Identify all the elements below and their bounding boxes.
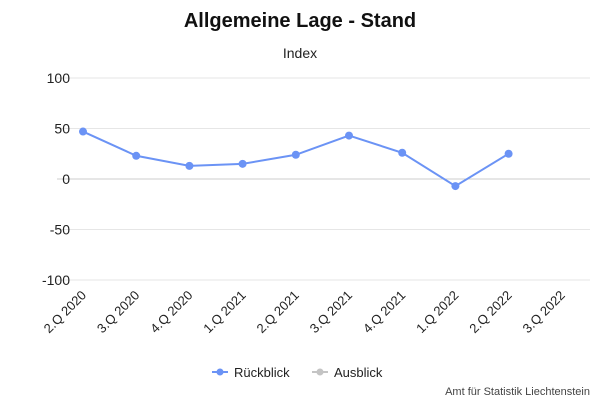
legend-marker-ausblick bbox=[316, 368, 324, 376]
x-tick-label: 3.Q 2022 bbox=[519, 288, 567, 336]
data-point[interactable] bbox=[185, 161, 194, 170]
y-axis-ticks: 100 50 0 -50 -100 bbox=[42, 70, 70, 288]
legend-label-rueckblick: Rückblick bbox=[234, 365, 290, 380]
data-point[interactable] bbox=[291, 150, 300, 159]
y-tick-label: -100 bbox=[42, 272, 70, 288]
grid-lines bbox=[57, 77, 590, 281]
data-point[interactable] bbox=[451, 182, 460, 191]
legend-label-ausblick: Ausblick bbox=[334, 365, 383, 380]
data-point[interactable] bbox=[79, 127, 87, 136]
x-tick-label: 4.Q 2020 bbox=[147, 288, 195, 336]
legend: Rückblick Ausblick bbox=[212, 365, 383, 380]
data-point[interactable] bbox=[132, 151, 141, 160]
x-tick-label: 3.Q 2020 bbox=[94, 288, 142, 336]
y-tick-label: 50 bbox=[54, 121, 70, 137]
y-tick-label: 100 bbox=[47, 70, 71, 86]
legend-item-ausblick[interactable]: Ausblick bbox=[312, 365, 383, 380]
chart-title: Allgemeine Lage - Stand bbox=[184, 10, 416, 32]
data-point[interactable] bbox=[238, 159, 247, 168]
legend-item-rueckblick[interactable]: Rückblick bbox=[212, 365, 290, 380]
x-axis-ticks: 2.Q 2020 3.Q 2020 4.Q 2020 1.Q 2021 2.Q 2021… bbox=[41, 288, 568, 336]
x-tick-label: 2.Q 2021 bbox=[253, 288, 301, 336]
y-tick-label: -50 bbox=[50, 222, 70, 238]
y-tick-label: 0 bbox=[62, 171, 70, 187]
x-tick-label: 1.Q 2022 bbox=[413, 288, 461, 336]
x-tick-label: 3.Q 2021 bbox=[307, 288, 355, 336]
chart-subtitle: Index bbox=[283, 45, 317, 61]
x-tick-label: 4.Q 2021 bbox=[360, 288, 408, 336]
legend-marker-rueckblick bbox=[216, 368, 224, 376]
x-tick-label: 1.Q 2021 bbox=[200, 288, 248, 336]
x-tick-label: 2.Q 2020 bbox=[41, 288, 89, 336]
data-point[interactable] bbox=[345, 131, 353, 140]
credit-text[interactable]: Amt für Statistik Liechtenstein bbox=[445, 386, 590, 398]
series-line bbox=[82, 130, 510, 188]
data-point[interactable] bbox=[398, 148, 407, 157]
data-point[interactable] bbox=[504, 149, 513, 158]
x-tick-label: 2.Q 2022 bbox=[466, 288, 514, 336]
series-layer bbox=[79, 127, 513, 191]
